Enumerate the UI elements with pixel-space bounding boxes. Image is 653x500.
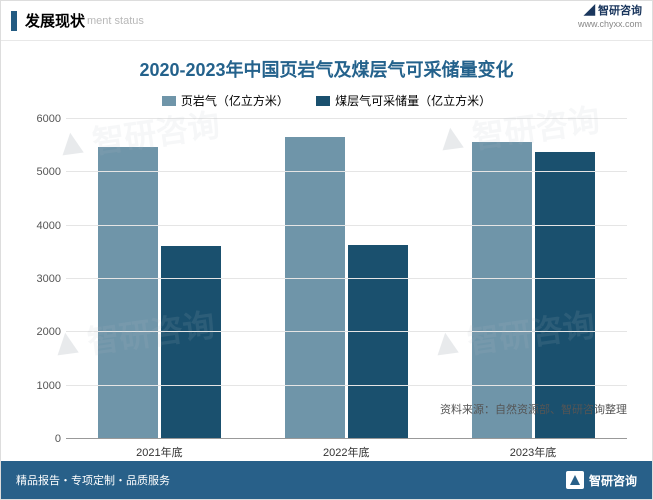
legend-item-1: 页岩气（亿立方米）: [162, 92, 289, 109]
x-axis-label: 2023年底: [440, 444, 627, 460]
bar-group: 2021年底: [66, 119, 253, 439]
bar-series1: [472, 142, 532, 438]
gridline: [66, 331, 627, 332]
footer-left-text: 精品报告・专项定制・品质服务: [16, 472, 170, 488]
bar-series2: [535, 152, 595, 438]
footer-logo: 智研咨询: [566, 471, 637, 489]
gridline: [66, 385, 627, 386]
source-text: 资料来源：自然资源部、智研咨询整理: [440, 401, 627, 417]
bar-group: 2023年底: [440, 119, 627, 439]
header-title: 发展现状: [25, 10, 85, 31]
x-axis-label: 2021年底: [66, 444, 253, 460]
bar-series2: [348, 245, 408, 438]
x-axis-label: 2022年底: [253, 444, 440, 460]
legend-box-icon: [316, 96, 330, 106]
y-axis-label: 4000: [26, 220, 61, 232]
header-bar: 发展现状 ment status ◢ 智研咨询 www.chyxx.com: [1, 1, 652, 41]
y-axis-label: 0: [26, 433, 61, 445]
gridline: [66, 278, 627, 279]
logo-icon: ◢: [584, 5, 595, 17]
gridline: [66, 225, 627, 226]
y-axis-label: 3000: [26, 273, 61, 285]
brand-name: 智研咨询: [598, 5, 642, 17]
bar-series2: [161, 246, 221, 438]
legend: 页岩气（亿立方米） 煤层气可采储量（亿立方米）: [26, 92, 627, 109]
footer-brand: 智研咨询: [589, 472, 637, 489]
chart-container: 发展现状 ment status ◢ 智研咨询 www.chyxx.com 20…: [0, 0, 653, 500]
gridline: [66, 118, 627, 119]
legend-box-icon: [162, 96, 176, 106]
y-axis-label: 2000: [26, 326, 61, 338]
footer-logo-icon: [566, 471, 584, 489]
y-axis-label: 1000: [26, 380, 61, 392]
chart-title: 2020-2023年中国页岩气及煤层气可采储量变化: [26, 56, 627, 82]
bar-series1: [285, 137, 345, 438]
footer-bar: 精品报告・专项定制・品质服务 智研咨询: [1, 461, 652, 499]
brand-url: www.chyxx.com: [578, 18, 642, 31]
y-axis-label: 5000: [26, 166, 61, 178]
header-bullet: [11, 11, 17, 31]
legend-label-1: 页岩气（亿立方米）: [181, 92, 289, 109]
logo-top-right: ◢ 智研咨询 www.chyxx.com: [578, 5, 642, 31]
legend-item-2: 煤层气可采储量（亿立方米）: [316, 92, 491, 109]
plot-area: 2021年底2022年底2023年底 010002000300040005000…: [66, 119, 627, 439]
y-axis-label: 6000: [26, 113, 61, 125]
header-subtitle: ment status: [87, 15, 144, 27]
bars-layer: 2021年底2022年底2023年底: [66, 119, 627, 439]
gridline: [66, 171, 627, 172]
bar-series1: [98, 147, 158, 438]
chart-area: 2020-2023年中国页岩气及煤层气可采储量变化 页岩气（亿立方米） 煤层气可…: [1, 41, 652, 459]
legend-label-2: 煤层气可采储量（亿立方米）: [335, 92, 491, 109]
bar-group: 2022年底: [253, 119, 440, 439]
